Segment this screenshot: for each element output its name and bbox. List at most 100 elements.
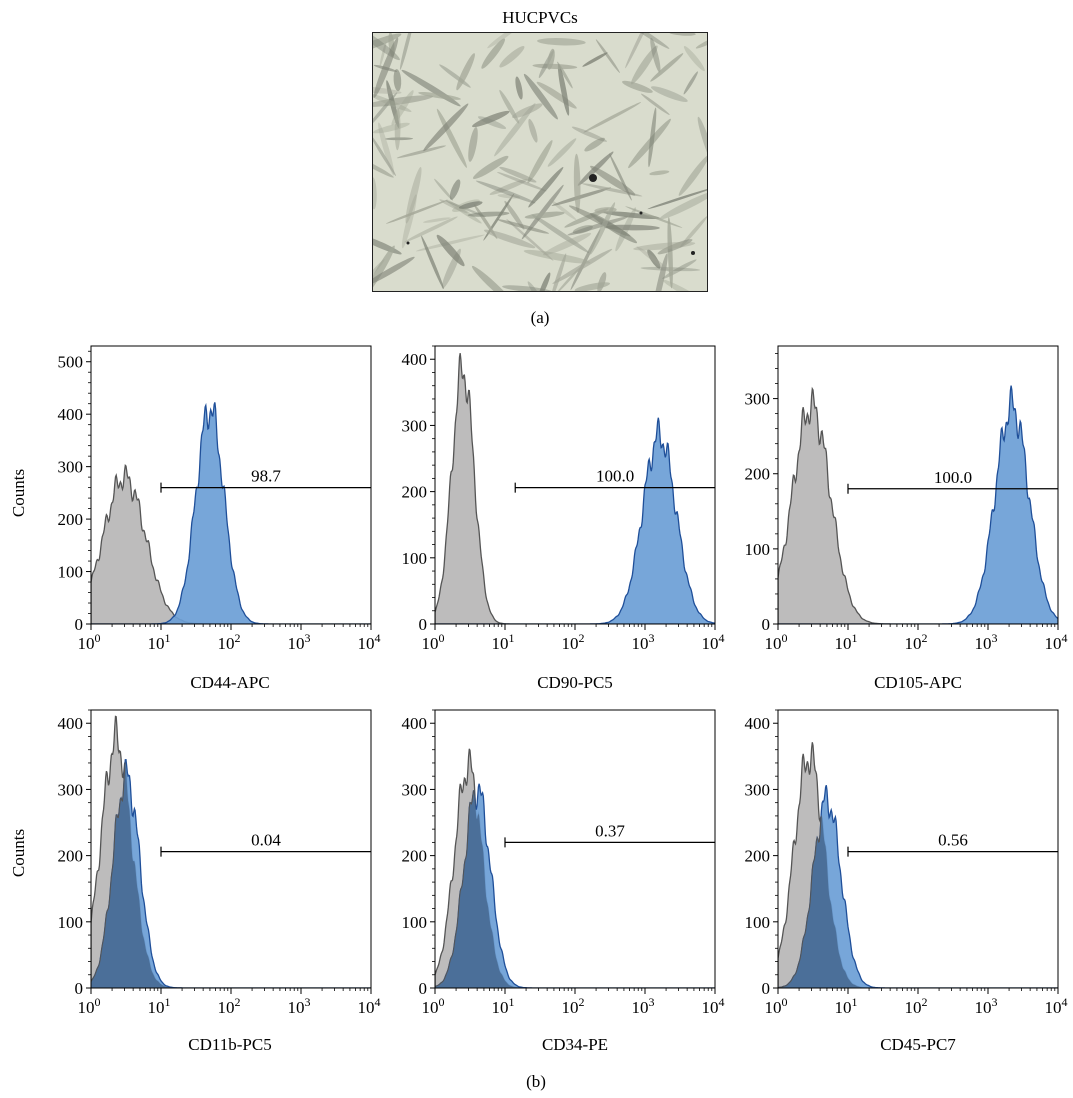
y-tick-label: 100	[58, 913, 84, 932]
overlap-histogram	[778, 784, 1058, 988]
gate-percent-label: 0.56	[938, 831, 968, 850]
overlap-region	[91, 759, 371, 988]
x-tick-label: 101	[492, 631, 515, 653]
y-tick-label: 400	[402, 714, 428, 733]
gate-percent-label: 100.0	[934, 468, 972, 487]
y-tick-label: 400	[58, 405, 84, 424]
x-tick-label: 100	[78, 631, 101, 653]
y-tick-label: 0	[419, 615, 428, 634]
y-tick-label: 0	[419, 979, 428, 998]
x-tick-label: 104	[1045, 631, 1068, 653]
x-tick-label: 101	[492, 995, 515, 1017]
plot2-x-label: CD90-PC5	[537, 673, 613, 692]
x-tick-label: 102	[218, 631, 241, 653]
x-tick-label: 104	[358, 995, 381, 1017]
panel-a-title: HUCPVCs	[502, 8, 578, 27]
y-tick-label: 100	[58, 563, 84, 582]
plot-3-histograms	[778, 385, 1058, 624]
y-tick-label: 400	[745, 714, 771, 733]
control-histogram	[435, 353, 715, 624]
control-histogram	[778, 386, 1058, 624]
gate-percent-label: 0.37	[595, 821, 625, 840]
x-tick-label: 102	[905, 995, 928, 1017]
y-tick-label: 500	[58, 353, 84, 372]
x-tick-label: 104	[702, 995, 725, 1017]
y-tick-label: 0	[762, 979, 771, 998]
sample-histogram	[91, 402, 371, 624]
overlap-region	[778, 784, 1058, 988]
plot6-x-label: CD45-PC7	[880, 1035, 956, 1054]
x-tick-label: 104	[1045, 995, 1068, 1017]
x-tick-label: 100	[422, 995, 445, 1017]
y-tick-label: 400	[402, 350, 428, 369]
x-tick-label: 102	[218, 995, 241, 1017]
x-tick-label: 101	[148, 995, 171, 1017]
y-tick-label: 200	[402, 483, 428, 502]
y-tick-label: 400	[58, 714, 84, 733]
x-tick-label: 101	[148, 631, 171, 653]
y-tick-label: 200	[58, 510, 84, 529]
x-tick-label: 103	[632, 995, 655, 1017]
sample-histogram	[778, 784, 1058, 988]
x-tick-label: 103	[975, 995, 998, 1017]
y-tick-label: 300	[58, 780, 84, 799]
x-tick-label: 103	[288, 631, 311, 653]
panel-a-label: (a)	[530, 308, 550, 327]
y-tick-label: 200	[745, 465, 771, 484]
y-tick-label: 100	[745, 540, 771, 559]
y-tick-label: 0	[75, 979, 84, 998]
x-tick-label: 102	[905, 631, 928, 653]
overlap-histogram	[91, 759, 371, 988]
x-tick-label: 104	[702, 631, 725, 653]
y-tick-label: 100	[745, 913, 771, 932]
y-tick-label: 300	[745, 390, 771, 409]
y-tick-label: 300	[402, 416, 428, 435]
y-tick-label: 0	[75, 615, 84, 634]
control-histogram	[91, 463, 371, 624]
gate-percent-label: 100.0	[596, 467, 634, 486]
x-tick-label: 103	[288, 995, 311, 1017]
x-tick-label: 104	[358, 631, 381, 653]
x-tick-label: 100	[78, 995, 101, 1017]
x-tick-label: 101	[835, 631, 858, 653]
plot5-x-label: CD34-PE	[541, 1035, 609, 1054]
x-tick-label: 100	[765, 995, 788, 1017]
sample-histogram	[435, 417, 715, 624]
y-tick-label: 300	[402, 780, 428, 799]
x-tick-label: 103	[632, 631, 655, 653]
gate-percent-label: 0.04	[251, 831, 281, 850]
y-tick-label: 300	[745, 780, 771, 799]
x-tick-label: 100	[765, 631, 788, 653]
plot-1-histograms	[91, 402, 371, 624]
y-tick-label: 0	[762, 615, 771, 634]
gate-percent-label: 98.7	[251, 467, 281, 486]
y-tick-label: 200	[745, 847, 771, 866]
plot4-x-label: CD11b-PC5	[188, 1035, 272, 1054]
x-tick-label: 101	[835, 995, 858, 1017]
x-tick-label: 102	[562, 995, 585, 1017]
plot1-x-label: CD44-APC	[190, 673, 270, 692]
plot-4-histograms	[91, 715, 371, 988]
y-tick-label: 200	[402, 847, 428, 866]
plot3-x-label: CD105-APC	[874, 673, 962, 692]
y-tick-label: 100	[402, 549, 428, 568]
sample-histogram	[778, 385, 1058, 624]
y-tick-label: 200	[58, 847, 84, 866]
y-tick-label: 100	[402, 913, 428, 932]
plot-5-histograms	[435, 748, 715, 988]
x-tick-label: 100	[422, 631, 445, 653]
plot-6-histograms	[778, 742, 1058, 988]
microscopy-image	[372, 32, 708, 292]
plot-2-histograms	[435, 353, 715, 624]
x-tick-label: 102	[562, 631, 585, 653]
x-tick-label: 103	[975, 631, 998, 653]
y-tick-label: 300	[58, 458, 84, 477]
